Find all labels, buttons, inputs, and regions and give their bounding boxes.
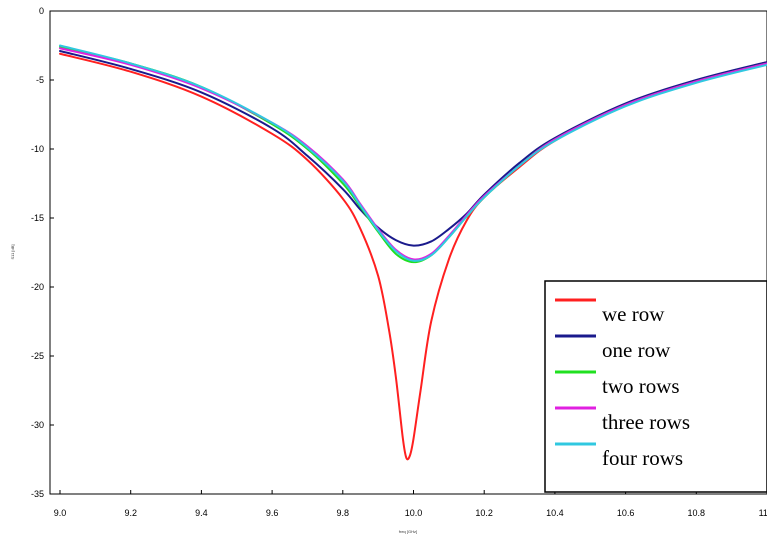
y-tick-label: -35	[31, 489, 44, 499]
y-tick-label: -30	[31, 420, 44, 430]
x-tick-label: 9.6	[266, 508, 279, 518]
legend-box	[544, 280, 767, 493]
y-tick-label: 0	[39, 6, 44, 16]
legend-label: we row	[602, 302, 665, 326]
y-tick-label: -15	[31, 213, 44, 223]
legend-label: three rows	[602, 410, 690, 434]
y-tick-label: -20	[31, 282, 44, 292]
x-tick-label: 9.4	[195, 508, 208, 518]
y-tick-label: -5	[36, 75, 44, 85]
legend-label: one row	[602, 338, 671, 362]
legend: we row one row two rows three rows four rows	[544, 280, 767, 493]
x-axis: 9.0 9.2 9.4 9.6 9.8 10.0 10.2 10.4 10.6 10.8 11.0	[54, 490, 767, 518]
series-layer	[59, 44, 767, 461]
x-axis-title: freq [GHz]	[399, 529, 417, 534]
y-tick-label: -25	[31, 351, 44, 361]
y-axis: 0 -5 -10 -15 -20 -25 -30 -35	[31, 6, 54, 499]
x-tick-label: 10.8	[688, 508, 706, 518]
x-tick-label: 9.0	[54, 508, 67, 518]
x-tick-label: 10.4	[546, 508, 564, 518]
y-axis-title: S11 [dB]	[10, 244, 15, 259]
x-tick-label: 10.2	[475, 508, 493, 518]
y-tick-label: -10	[31, 144, 44, 154]
x-tick-label: 9.8	[337, 508, 350, 518]
series-line-4	[59, 44, 767, 262]
legend-label: two rows	[602, 374, 680, 398]
x-tick-label: 10.0	[405, 508, 423, 518]
x-tick-label: 10.6	[617, 508, 635, 518]
legend-label: four rows	[602, 446, 683, 470]
x-tick-label: 11.0	[759, 508, 767, 518]
series-line-1	[59, 50, 767, 247]
x-tick-label: 9.2	[124, 508, 137, 518]
